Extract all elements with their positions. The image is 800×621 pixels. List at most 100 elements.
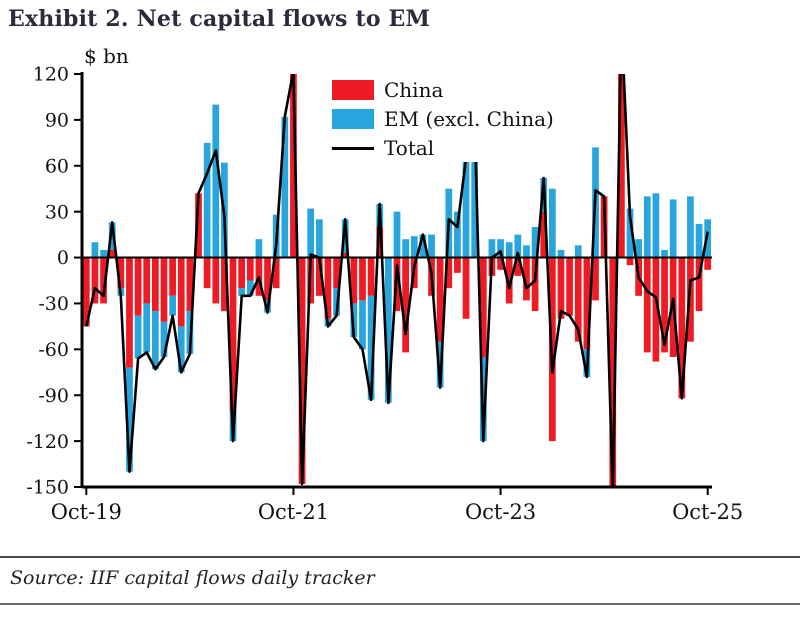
bar-china-segment bbox=[445, 257, 453, 289]
y-tick-label: -150 bbox=[26, 477, 69, 499]
x-tick-label: Oct-23 bbox=[465, 500, 536, 524]
bar-china-segment bbox=[643, 257, 651, 353]
bar-china-segment bbox=[462, 257, 470, 319]
chart-area: $ bn 120 90 60 30 0 -30 -60 -90 -120 -150 Oct-19 Oc… bbox=[0, 32, 800, 537]
bar-em-segment bbox=[419, 234, 427, 258]
bar-china-segment bbox=[221, 257, 228, 312]
bar-em-segment bbox=[661, 249, 668, 258]
bar-china-segment bbox=[195, 193, 202, 258]
x-tick-label: Oct-25 bbox=[672, 500, 743, 524]
bar-china-segment bbox=[91, 257, 99, 304]
bar-em-segment bbox=[367, 295, 375, 400]
bar-em-segment bbox=[410, 236, 418, 258]
bar-china-segment bbox=[82, 257, 90, 327]
bar-china-segment bbox=[100, 257, 107, 304]
bar-china-segment bbox=[592, 257, 599, 301]
bar-em-segment bbox=[160, 321, 168, 357]
bar-china-segment bbox=[229, 257, 237, 411]
bar-em-segment bbox=[462, 96, 470, 258]
bar-em-segment bbox=[255, 239, 263, 258]
bar-em-segment bbox=[402, 239, 409, 258]
bar-china-segment bbox=[652, 257, 660, 362]
bar-china-segment bbox=[557, 257, 565, 319]
bar-china-segment bbox=[531, 257, 539, 312]
legend-item-total: Total bbox=[332, 136, 554, 160]
bar-china-segment bbox=[203, 257, 211, 289]
bar-china-segment bbox=[117, 257, 125, 289]
bar-em-segment bbox=[557, 249, 565, 258]
bar-em-segment bbox=[143, 303, 151, 353]
x-tick-label: Oct-21 bbox=[258, 500, 329, 524]
chart-legend: China EM (excl. China) Total bbox=[328, 76, 564, 162]
bar-china-segment bbox=[566, 257, 573, 316]
bar-china-segment bbox=[324, 257, 332, 319]
bar-china-segment bbox=[246, 257, 254, 281]
bar-em-segment bbox=[523, 245, 530, 258]
bar-em-segment bbox=[246, 280, 254, 296]
bar-em-segment bbox=[454, 211, 461, 258]
bar-china-segment bbox=[212, 257, 220, 304]
bar-em-segment bbox=[669, 199, 677, 258]
bar-em-segment bbox=[643, 196, 651, 258]
bar-china-segment bbox=[341, 252, 349, 258]
bar-em-segment bbox=[393, 211, 401, 258]
bar-china-segment bbox=[238, 257, 246, 289]
bar-em-segment bbox=[134, 315, 142, 359]
bar-em-segment bbox=[618, 32, 625, 66]
bar-em-segment bbox=[687, 196, 694, 258]
bar-china-segment bbox=[618, 74, 625, 258]
bar-china-segment bbox=[436, 257, 444, 342]
bar-em-segment bbox=[126, 367, 133, 472]
bar-china-segment bbox=[350, 257, 358, 304]
bar-em-segment bbox=[635, 239, 643, 258]
legend-line-swatch bbox=[332, 146, 374, 150]
bar-china-segment bbox=[479, 257, 487, 357]
y-tick-label: 90 bbox=[45, 110, 69, 132]
bar-em-segment bbox=[203, 142, 211, 258]
bar-em-segment bbox=[548, 188, 556, 258]
bar-em-segment bbox=[505, 242, 513, 258]
bar-china-segment bbox=[151, 257, 159, 312]
bar-em-segment bbox=[315, 219, 323, 258]
bar-china-segment bbox=[264, 257, 271, 301]
bar-china-segment bbox=[126, 257, 133, 368]
source-block: Source: IIF capital flows daily tracker bbox=[0, 556, 800, 605]
bar-china-segment bbox=[177, 257, 185, 327]
total-line bbox=[85, 74, 709, 487]
y-axis-unit-label: $ bn bbox=[84, 44, 129, 68]
bar-em-segment bbox=[497, 239, 504, 258]
bar-china-segment bbox=[376, 226, 384, 258]
bar-china-segment bbox=[160, 257, 168, 322]
bar-china-segment bbox=[540, 211, 548, 258]
chart-title: Exhibit 2. Net capital flows to EM bbox=[8, 6, 431, 32]
bar-china-segment bbox=[704, 257, 712, 270]
bar-em-segment bbox=[514, 234, 522, 258]
y-tick-label: -60 bbox=[38, 339, 69, 361]
bar-china-segment bbox=[454, 257, 461, 273]
bar-em-segment bbox=[281, 116, 289, 258]
bar-em-segment bbox=[169, 295, 176, 316]
legend-label: China bbox=[384, 78, 444, 102]
bar-em-segment bbox=[177, 326, 185, 373]
bar-china-segment bbox=[315, 257, 323, 296]
bar-china-segment bbox=[505, 257, 513, 304]
bar-em-segment bbox=[626, 208, 634, 258]
bar-china-segment bbox=[661, 257, 668, 353]
bar-china-segment bbox=[333, 257, 340, 289]
bar-em-segment bbox=[100, 249, 107, 258]
bar-china-segment bbox=[272, 257, 280, 289]
bar-em-segment bbox=[212, 104, 220, 258]
bar-em-segment bbox=[428, 234, 435, 258]
bar-em-segment bbox=[695, 223, 703, 258]
bar-china-segment bbox=[497, 257, 504, 270]
bar-china-segment bbox=[143, 257, 151, 304]
source-text: Source: IIF capital flows daily tracker bbox=[10, 567, 375, 589]
bar-china-segment bbox=[402, 257, 409, 353]
y-tick-label: 30 bbox=[45, 201, 69, 223]
legend-item-em-excl-china: EM (excl. China) bbox=[332, 107, 554, 131]
source-rule-container: Source: IIF capital flows daily tracker bbox=[0, 558, 800, 605]
bar-em-segment bbox=[652, 193, 660, 258]
y-tick-label: 120 bbox=[33, 64, 69, 86]
bar-china-segment bbox=[609, 257, 617, 487]
